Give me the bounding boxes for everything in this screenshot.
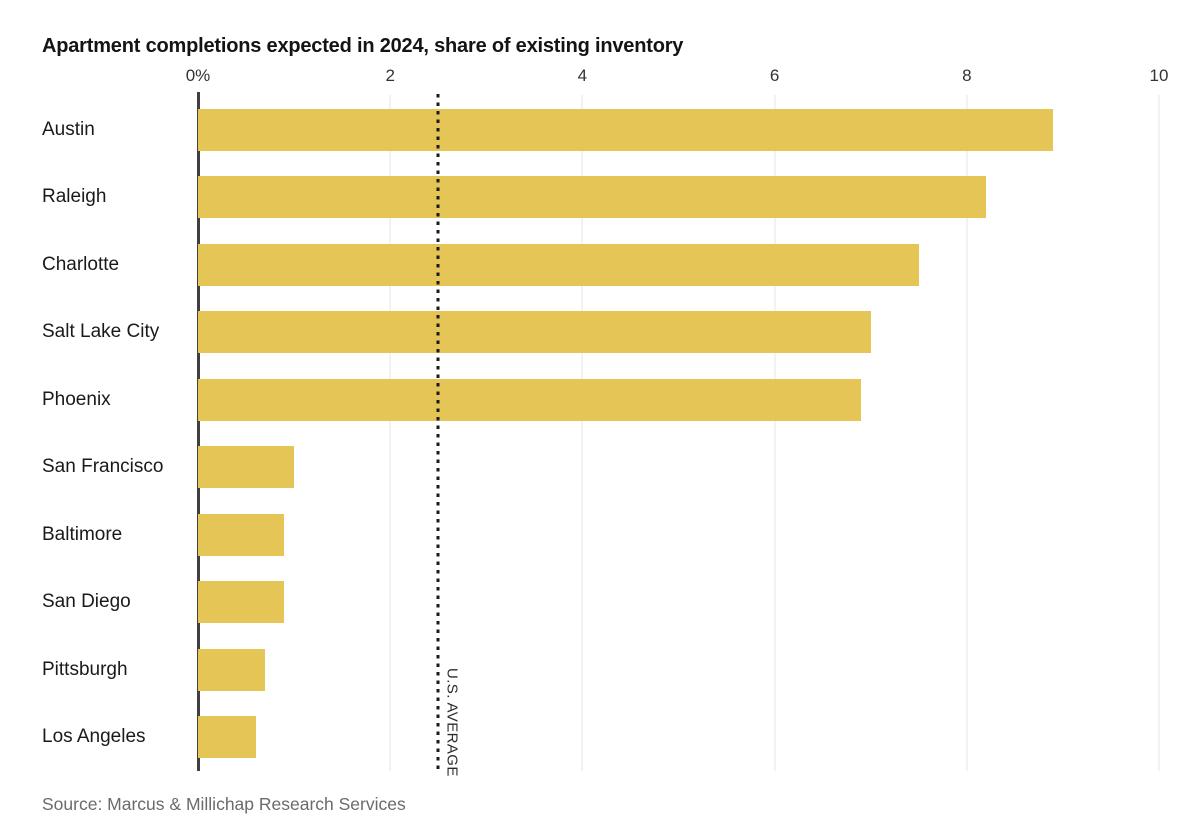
x-tick-label: 10 [1149, 66, 1169, 85]
category-label: Phoenix [42, 388, 111, 410]
category-label: Austin [42, 118, 95, 140]
bar [198, 378, 862, 421]
x-tick-label: 4 [577, 66, 588, 85]
category-label: Pittsburgh [42, 658, 128, 680]
bar [198, 108, 1054, 151]
category-label: Raleigh [42, 186, 107, 208]
gridline [581, 95, 583, 771]
plot-area: U.S. AVERAGE [196, 92, 1160, 777]
gridline [1158, 95, 1160, 771]
us-average-label: U.S. AVERAGE [443, 668, 461, 777]
category-label: Salt Lake City [42, 321, 160, 343]
gridline [389, 95, 391, 771]
y-axis-line [196, 92, 200, 771]
bar [198, 513, 285, 556]
x-tick-label: 6 [769, 66, 780, 85]
bar [198, 716, 256, 759]
gridline [774, 95, 776, 771]
chart-title: Apartment completions expected in 2024, … [42, 35, 684, 58]
bar [198, 446, 295, 489]
category-label: Los Angeles [42, 726, 146, 748]
gridline [966, 95, 968, 771]
bar [198, 243, 919, 286]
us-average-line [436, 94, 440, 771]
category-label: San Francisco [42, 456, 164, 478]
x-tick-label: 8 [962, 66, 972, 85]
bar [198, 648, 266, 691]
city-labels: Austin Raleigh Charlotte Salt Lake City Phoe… [0, 96, 198, 771]
category-label: Charlotte [42, 253, 120, 275]
x-axis-ticks: 0% 2 4 6 8 10 [186, 66, 1169, 90]
category-label: Baltimore [42, 523, 123, 545]
bar [198, 581, 285, 624]
x-tick-label: 2 [385, 66, 395, 85]
bar [198, 176, 987, 219]
bar [198, 311, 871, 354]
category-label: San Diego [42, 591, 131, 613]
x-tick-label: 0% [185, 66, 211, 85]
source-note: Source: Marcus & Millichap Research Serv… [42, 794, 406, 814]
